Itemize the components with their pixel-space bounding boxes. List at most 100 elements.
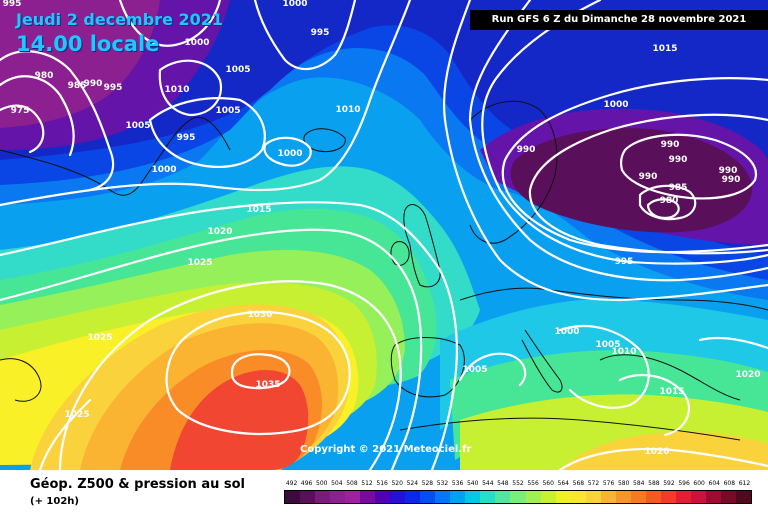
forecast-time: 14.00 locale (16, 32, 160, 56)
isobar-label: 1005 (225, 65, 250, 75)
legend-swatch (600, 491, 616, 503)
legend-tick-label: 540 (466, 480, 479, 487)
isobar-label: 1035 (255, 380, 280, 390)
legend-tick-label: 612 (738, 480, 751, 487)
forecast-date: Jeudi 2 decembre 2021 (16, 10, 224, 29)
isobar-1025-b (38, 398, 92, 470)
legend-swatch (510, 491, 526, 503)
coast-scandinavia (469, 100, 558, 244)
coast-greenland (0, 116, 231, 196)
legend-swatch (285, 491, 301, 503)
legend-swatch (405, 491, 421, 503)
legend-tick-label: 524 (406, 480, 419, 487)
legend-swatch (660, 491, 676, 503)
legend-tick-label: 556 (527, 480, 539, 487)
legend-swatch (630, 491, 646, 503)
isobar-1005 (148, 97, 266, 168)
legend-tick-label: 500 (316, 480, 328, 487)
isobar-label: 1020 (735, 370, 760, 380)
isobar-labels: 995 1000 995 980 985 990 995 975 1005 10… (3, 0, 761, 457)
band-purple-west (0, 0, 160, 128)
isobar-1000-iceland (263, 136, 312, 167)
isobar-label: 1020 (207, 227, 232, 237)
legend-tick-label: 512 (361, 480, 373, 487)
coast-med-east (599, 354, 741, 401)
legend-swatch (450, 491, 466, 503)
legend-tick-label: 604 (708, 480, 720, 487)
isobar-label: 1005 (462, 365, 487, 375)
isobar-label: 995 (615, 257, 634, 267)
legend-tick-label: 600 (693, 480, 705, 487)
legend-swatch (735, 491, 751, 503)
isobar-990-nw (0, 75, 75, 157)
isobar-label: 1025 (64, 410, 89, 420)
isobar-label: 1010 (611, 347, 636, 357)
isobar-label: 1010 (335, 105, 360, 115)
legend-tick-labels: 492 496 500 504 508 512 516 520 524 528 532 536 540 5… (284, 480, 752, 488)
isobar-label: 990 (84, 79, 103, 89)
isobar-1010 (0, 0, 412, 207)
isobar-1035 (230, 353, 291, 390)
coast-britain (403, 204, 441, 288)
legend-swatch (585, 491, 601, 503)
isobar-label: 1000 (603, 100, 628, 110)
legend-tick-label: 580 (617, 480, 630, 487)
legend-footer: Géop. Z500 & pression au sol (+ 102h) 49… (0, 470, 768, 512)
isobar-label: 975 (11, 106, 30, 116)
band-red (170, 370, 309, 470)
isobar-label: 1030 (247, 310, 272, 320)
legend-tick-label: 552 (512, 480, 524, 487)
legend-swatch (615, 491, 631, 503)
legend-tick-label: 536 (451, 480, 464, 487)
legend-swatch (345, 491, 361, 503)
isobar-1000-b (118, 0, 222, 47)
isobar-1000-a (158, 59, 223, 117)
band-gold-south (560, 431, 768, 470)
legend-swatch (675, 491, 691, 503)
geopotential-bands (0, 0, 768, 470)
legend-swatch (360, 491, 376, 503)
isobar-1005-south (458, 352, 527, 387)
isobar-1010-east (468, 0, 768, 282)
legend-tick-label: 496 (300, 480, 313, 487)
legend-swatch (465, 491, 481, 503)
legend-swatch (555, 491, 571, 503)
legend-swatch (570, 491, 586, 503)
legend-tick-label: 528 (421, 480, 434, 487)
legend-swatch (435, 491, 451, 503)
isobar-990-east (619, 133, 758, 200)
isobar-985-nw (0, 104, 45, 154)
legend-tick-label: 560 (542, 480, 554, 487)
legend-swatch (705, 491, 721, 503)
run-banner: Run GFS 6 Z du Dimanche 28 novembre 2021 (470, 10, 768, 30)
isobar-label: 985 (68, 81, 87, 91)
isobar-1030 (165, 310, 351, 436)
legend-tick-label: 608 (723, 480, 736, 487)
legend-swatch (330, 491, 346, 503)
legend-tick-label: 576 (602, 480, 615, 487)
legend-swatch (480, 491, 496, 503)
coast-italy (521, 329, 563, 393)
legend-tick-label: 592 (663, 480, 675, 487)
legend-tick-label: 516 (376, 480, 388, 487)
legend-tick-label: 492 (285, 480, 298, 487)
isobar-label: 1025 (87, 333, 112, 343)
legend-tick-label: 584 (633, 480, 645, 487)
isobar-label: 995 (311, 28, 330, 38)
legend-swatch (390, 491, 406, 503)
isobar-label: 990 (669, 155, 688, 165)
isobar-label: 990 (661, 140, 680, 150)
isobar-label: 1005 (215, 106, 240, 116)
coast-north-africa (399, 417, 741, 441)
isobar-label: 1015 (246, 205, 271, 215)
isobars (0, 0, 768, 470)
legend-tick-label: 520 (391, 480, 403, 487)
isobar-label: 1000 (151, 165, 176, 175)
isobar-985-east (638, 184, 697, 221)
isobar-label: 1015 (659, 387, 684, 397)
isobar-label: 1000 (554, 327, 579, 337)
isobar-label: 990 (517, 145, 536, 155)
legend-swatch (690, 491, 706, 503)
isobar-label: 995 (177, 133, 196, 143)
legend-tick-label: 548 (497, 480, 509, 487)
